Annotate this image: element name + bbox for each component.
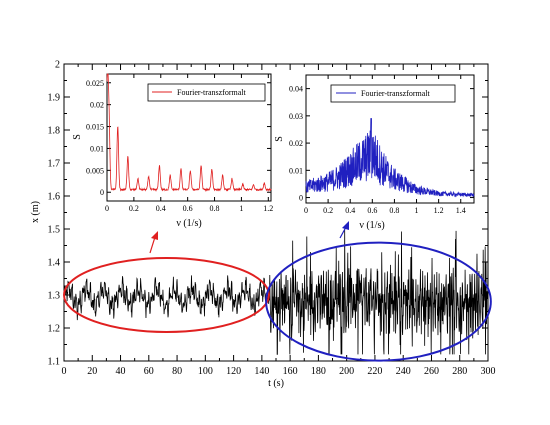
main-x-tick-label: 40 — [116, 366, 126, 377]
inset-red-x-tick-label: 0 — [105, 204, 109, 213]
inset-blue-spectrum: 0 0.2 0.4 0.6 0.8 1 1.2 1.4 0 0.01 0.02 0.03 0.04 F… — [274, 74, 475, 231]
inset-blue-x-tick-label: 1.4 — [456, 206, 466, 215]
inset-red-y-tick-label: 0.02 — [90, 101, 104, 110]
inset-red-y-axis-label: S — [72, 134, 83, 140]
inset-red-x-ticks: 0 0.2 0.4 0.6 0.8 1 1.2 — [105, 74, 273, 213]
inset-blue-x-ticks: 0 0.2 0.4 0.6 0.8 1 1.2 1.4 — [304, 75, 466, 215]
blue-arrow-head — [342, 221, 349, 230]
main-x-tick-label: 200 — [339, 366, 354, 377]
main-y-tick-label: 1.4 — [48, 258, 61, 269]
inset-red-x-tick-label: 1 — [239, 204, 243, 213]
inset-red-y-ticks: 0 0.005 0.01 0.015 0.02 0.025 — [86, 79, 271, 197]
main-y-axis-label: x (m) — [30, 201, 41, 223]
inset-red-x-tick-label: 0.2 — [129, 204, 139, 213]
inset-blue-x-tick-label: 0.6 — [367, 206, 377, 215]
main-x-tick-label: 60 — [144, 366, 154, 377]
inset-red-legend: Fourier-transzformalt — [147, 83, 266, 102]
inset-red-legend-label: Fourier-transzformalt — [177, 88, 246, 97]
inset-blue-spectrum-line — [305, 118, 475, 198]
inset-blue-x-axis-label: ν (1/s) — [359, 220, 384, 231]
main-y-tick-label: 1.9 — [48, 93, 61, 104]
main-y-tick-label: 1.2 — [48, 324, 61, 335]
main-y-tick-label: 1.7 — [48, 159, 61, 170]
arrows — [149, 221, 349, 254]
inset-red-x-tick-label: 0.6 — [183, 204, 193, 213]
inset-blue-x-tick-label: 0.2 — [323, 206, 333, 215]
inset-blue-x-tick-label: 0 — [304, 206, 308, 215]
main-series — [63, 230, 489, 355]
main-y-tick-label: 1.6 — [48, 192, 61, 203]
inset-blue-y-ticks: 0 0.01 0.02 0.03 0.04 — [289, 85, 474, 203]
main-annotations — [62, 241, 492, 362]
inset-blue-y-tick-label: 0 — [299, 194, 303, 203]
main-y-tick-label: 2 — [55, 60, 60, 71]
main-x-tick-label: 100 — [198, 366, 213, 377]
main-y-tick-label: 1.5 — [48, 225, 61, 236]
main-x-axis-label: t (s) — [268, 378, 284, 389]
main-y-tick-label: 1.1 — [48, 357, 61, 368]
inset-blue-x-tick-label: 1 — [415, 206, 419, 215]
inset-red-x-tick-label: 1.2 — [263, 204, 273, 213]
inset-blue-y-tick-label: 0.02 — [289, 139, 303, 148]
main-x-tick-label: 20 — [87, 366, 97, 377]
inset-red-spectrum: 0 0.2 0.4 0.6 0.8 1 1.2 0 0.005 0.01 0.015 0.02 0.0… — [72, 73, 273, 229]
inset-blue-y-tick-label: 0.01 — [289, 166, 303, 175]
main-x-ticks: 0 20 40 60 80 100 120 140 160 180 200 220 240 260 280 3… — [62, 64, 496, 377]
main-x-tick-label: 80 — [172, 366, 182, 377]
inset-blue-y-tick-label: 0.03 — [289, 112, 303, 121]
red-ellipse — [62, 257, 270, 333]
inset-red-series — [106, 73, 272, 192]
red-arrow-head — [151, 231, 158, 240]
inset-red-x-tick-label: 0.4 — [156, 204, 166, 213]
main-x-tick-label: 140 — [254, 366, 269, 377]
inset-blue-legend: Fourier-transzformalt — [330, 84, 456, 103]
main-x-tick-label: 220 — [367, 366, 382, 377]
inset-blue-legend-label: Fourier-transzformalt — [361, 89, 430, 98]
inset-blue-x-tick-label: 0.8 — [389, 206, 399, 215]
main-x-tick-label: 300 — [481, 366, 496, 377]
inset-red-x-tick-label: 0.8 — [210, 204, 220, 213]
main-x-tick-label: 260 — [424, 366, 439, 377]
main-signal-line — [63, 230, 489, 355]
inset-blue-y-axis-label: S — [274, 136, 285, 142]
inset-red-y-tick-label: 0.005 — [86, 166, 104, 175]
main-x-tick-label: 240 — [396, 366, 411, 377]
inset-blue-series — [305, 118, 475, 198]
main-x-tick-label: 120 — [226, 366, 241, 377]
inset-red-y-tick-label: 0 — [100, 188, 104, 197]
main-x-tick-label: 280 — [452, 366, 467, 377]
inset-red-spectrum-line — [106, 73, 272, 192]
main-x-tick-label: 160 — [283, 366, 298, 377]
main-x-tick-label: 0 — [62, 366, 67, 377]
main-plot: 0 20 40 60 80 100 120 140 160 180 200 220 240 260 280 3… — [30, 60, 496, 390]
main-y-tick-label: 1.3 — [48, 291, 61, 302]
inset-red-y-tick-label: 0.01 — [90, 144, 104, 153]
main-x-tick-label: 180 — [311, 366, 326, 377]
inset-red-y-tick-label: 0.025 — [86, 79, 104, 88]
inset-red-legend-box — [147, 83, 266, 102]
inset-blue-x-tick-label: 0.4 — [345, 206, 355, 215]
inset-red-x-axis-label: ν (1/s) — [176, 218, 201, 229]
blue-ellipse — [265, 241, 492, 362]
main-y-tick-label: 1.8 — [48, 126, 61, 137]
inset-red-y-tick-label: 0.015 — [86, 123, 104, 132]
red-arrow-shaft — [149, 236, 156, 254]
inset-blue-y-tick-label: 0.04 — [289, 85, 303, 94]
inset-blue-x-tick-label: 1.2 — [434, 206, 444, 215]
inset-blue-legend-box — [330, 84, 456, 103]
